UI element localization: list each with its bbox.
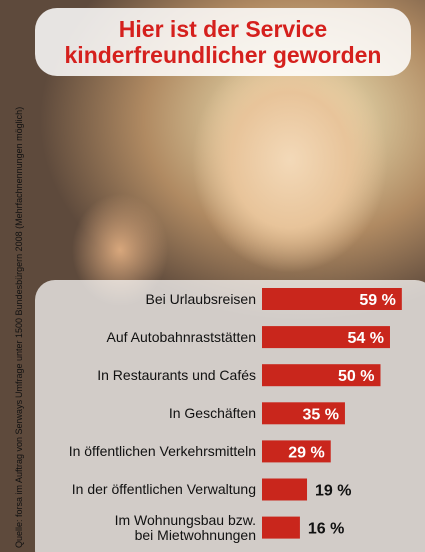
bar <box>262 288 402 310</box>
value-label: 50 % <box>338 368 374 385</box>
category-label: In Geschäften <box>168 404 256 421</box>
bar <box>262 478 308 501</box>
value-label: 19 % <box>315 483 351 500</box>
bar <box>262 440 331 463</box>
bar <box>262 516 300 539</box>
category-label: Auf Autobahnraststätten <box>106 328 256 345</box>
bar <box>262 326 390 349</box>
value-label: 59 % <box>359 292 395 309</box>
bar <box>262 402 345 425</box>
category-label: Bei Urlaubsreisen <box>145 290 257 307</box>
value-label: 35 % <box>302 406 338 423</box>
bar <box>262 364 381 387</box>
category-label: Im Wohnungsbau bzw. bei Mietwohnungen <box>114 511 256 543</box>
value-label: 54 % <box>348 330 384 347</box>
category-label: In öffentlichen Verkehrsmitteln <box>68 442 256 459</box>
category-label: In der öffentlichen Verwaltung <box>71 481 256 497</box>
panel <box>35 280 425 552</box>
chart-title: Hier ist der Service kinderfreundlicher … <box>35 8 411 76</box>
category-label: In Restaurants und Cafés <box>97 366 256 383</box>
value-label: 29 % <box>288 444 324 461</box>
value-label: 16 % <box>308 521 344 538</box>
